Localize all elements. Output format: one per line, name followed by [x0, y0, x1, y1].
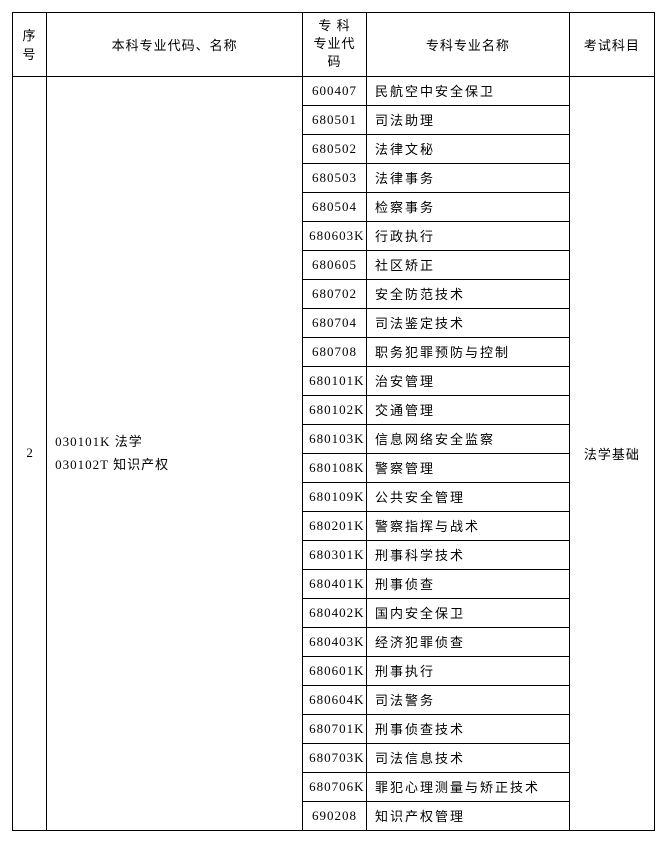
cell-name: 公共安全管理: [367, 482, 570, 511]
cell-name: 交通管理: [367, 395, 570, 424]
cell-name: 法律文秘: [367, 134, 570, 163]
cell-name: 法律事务: [367, 163, 570, 192]
cell-code: 680502: [303, 134, 367, 163]
cell-code: 680604K: [303, 685, 367, 714]
cell-name: 刑事侦查技术: [367, 714, 570, 743]
cell-name: 国内安全保卫: [367, 598, 570, 627]
cell-major: 030101K 法学 030102T 知识产权: [47, 76, 303, 830]
cell-name: 安全防范技术: [367, 279, 570, 308]
cell-code: 680503: [303, 163, 367, 192]
cell-code: 680708: [303, 337, 367, 366]
cell-code: 680109K: [303, 482, 367, 511]
cell-name: 刑事侦查: [367, 569, 570, 598]
cell-code: 680401K: [303, 569, 367, 598]
cell-code: 680703K: [303, 743, 367, 772]
header-major: 本科专业代码、名称: [47, 13, 303, 77]
cell-name: 信息网络安全监察: [367, 424, 570, 453]
cell-code: 680501: [303, 105, 367, 134]
cell-name: 刑事科学技术: [367, 540, 570, 569]
cell-code: 680102K: [303, 395, 367, 424]
cell-name: 罪犯心理测量与矫正技术: [367, 772, 570, 801]
cell-code: 680402K: [303, 598, 367, 627]
cell-name: 警察指挥与战术: [367, 511, 570, 540]
cell-code: 680301K: [303, 540, 367, 569]
table-header-row: 序号 本科专业代码、名称 专 科 专业代码 专科专业名称 考试科目: [13, 13, 655, 77]
cell-code: 680101K: [303, 366, 367, 395]
table-body: 2030101K 法学 030102T 知识产权600407民航空中安全保卫法学…: [13, 76, 655, 830]
cell-name: 刑事执行: [367, 656, 570, 685]
cell-code: 680605: [303, 250, 367, 279]
cell-code: 680108K: [303, 453, 367, 482]
cell-name: 司法鉴定技术: [367, 308, 570, 337]
cell-name: 经济犯罪侦查: [367, 627, 570, 656]
cell-seq: 2: [13, 76, 47, 830]
cell-code: 680601K: [303, 656, 367, 685]
cell-code: 680702: [303, 279, 367, 308]
major-table: 序号 本科专业代码、名称 专 科 专业代码 专科专业名称 考试科目 203010…: [12, 12, 655, 831]
header-code: 专 科 专业代码: [303, 13, 367, 77]
header-name: 专科专业名称: [367, 13, 570, 77]
table-row: 2030101K 法学 030102T 知识产权600407民航空中安全保卫法学…: [13, 76, 655, 105]
cell-code: 680504: [303, 192, 367, 221]
header-exam: 考试科目: [569, 13, 654, 77]
cell-code: 680701K: [303, 714, 367, 743]
cell-name: 职务犯罪预防与控制: [367, 337, 570, 366]
cell-code: 690208: [303, 801, 367, 830]
cell-code: 680201K: [303, 511, 367, 540]
cell-name: 检察事务: [367, 192, 570, 221]
cell-name: 知识产权管理: [367, 801, 570, 830]
cell-code: 680603K: [303, 221, 367, 250]
cell-name: 司法警务: [367, 685, 570, 714]
cell-name: 民航空中安全保卫: [367, 76, 570, 105]
cell-name: 社区矫正: [367, 250, 570, 279]
cell-name: 治安管理: [367, 366, 570, 395]
cell-code: 600407: [303, 76, 367, 105]
cell-name: 警察管理: [367, 453, 570, 482]
cell-name: 行政执行: [367, 221, 570, 250]
cell-name: 司法助理: [367, 105, 570, 134]
header-seq: 序号: [13, 13, 47, 77]
cell-code: 680103K: [303, 424, 367, 453]
cell-name: 司法信息技术: [367, 743, 570, 772]
cell-code: 680704: [303, 308, 367, 337]
cell-code: 680706K: [303, 772, 367, 801]
cell-exam: 法学基础: [569, 76, 654, 830]
cell-code: 680403K: [303, 627, 367, 656]
